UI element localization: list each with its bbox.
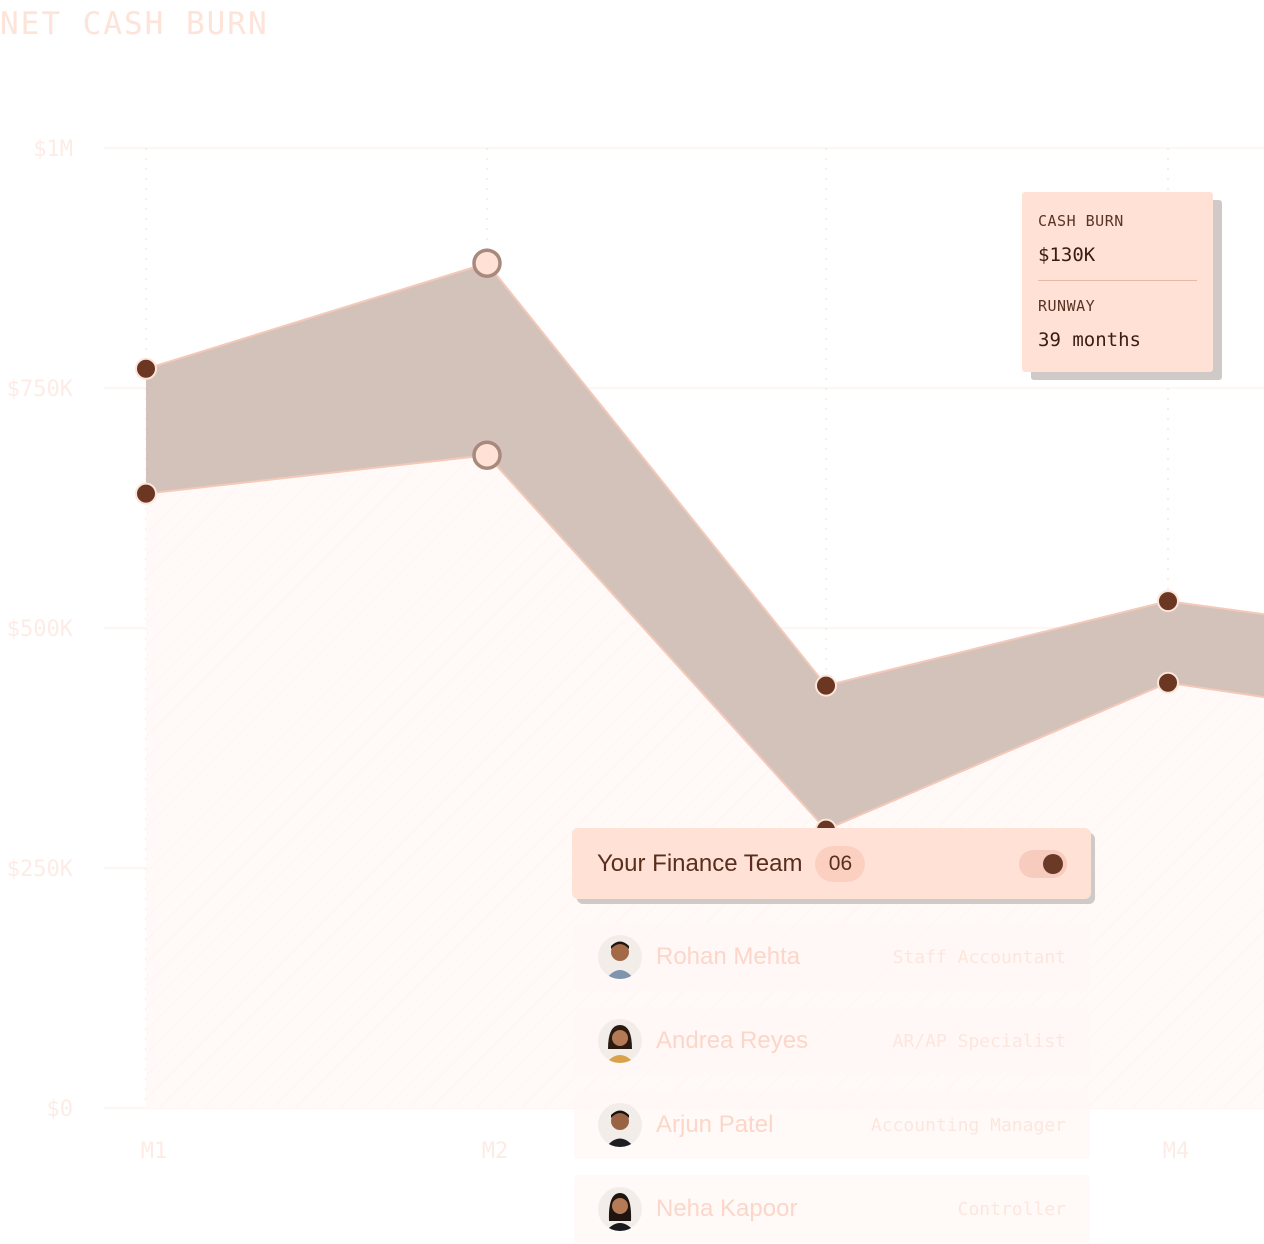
lower-data-point[interactable] — [135, 482, 157, 505]
y-tick-label: $1M — [33, 137, 73, 162]
finance-team-header: Your Finance Team 06 — [572, 828, 1091, 899]
team-member-row[interactable]: Rohan Mehta Staff Accountant — [574, 923, 1090, 991]
runway-value: 39 months — [1038, 329, 1141, 351]
y-tick-label: $750K — [7, 377, 74, 402]
toggle-knob — [1043, 854, 1063, 874]
y-tick-label: $0 — [47, 1097, 74, 1122]
tooltip-divider — [1038, 280, 1197, 281]
avatar — [598, 1019, 642, 1063]
lower-data-point[interactable] — [1157, 671, 1179, 694]
upper-data-point[interactable] — [472, 248, 502, 278]
avatar — [598, 935, 642, 979]
runway-label: RUNWAY — [1038, 297, 1096, 315]
lower-data-point[interactable] — [472, 440, 502, 470]
member-name: Arjun Patel — [656, 1111, 774, 1138]
member-name: Rohan Mehta — [656, 943, 801, 970]
y-tick-label: $500K — [7, 617, 74, 642]
x-tick-label: M4 — [1163, 1139, 1190, 1164]
cash-burn-tooltip: CASH BURN $130K RUNWAY 39 months — [1022, 192, 1213, 372]
member-role: Staff Accountant — [892, 946, 1066, 968]
upper-data-point[interactable] — [135, 357, 157, 380]
finance-team-title: Your Finance Team — [597, 849, 803, 877]
upper-data-point[interactable] — [1157, 590, 1179, 613]
avatar — [598, 1103, 642, 1147]
y-tick-label: $250K — [7, 857, 74, 882]
cash-burn-band — [146, 263, 1264, 830]
team-member-row[interactable]: Arjun Patel Accounting Manager — [574, 1091, 1090, 1159]
member-name: Neha Kapoor — [656, 1195, 798, 1222]
cash-burn-label: CASH BURN — [1038, 212, 1124, 230]
member-role: AR/AP Specialist — [892, 1030, 1066, 1052]
cash-burn-value: $130K — [1038, 244, 1096, 266]
team-toggle[interactable] — [1019, 850, 1067, 878]
x-tick-label: M2 — [482, 1139, 509, 1164]
member-name: Andrea Reyes — [656, 1027, 809, 1054]
chart-title: NET CASH BURN — [0, 6, 269, 42]
team-count-badge: 06 — [815, 845, 866, 882]
team-member-row[interactable]: Andrea Reyes AR/AP Specialist — [574, 1007, 1090, 1075]
upper-data-point[interactable] — [815, 674, 837, 697]
member-role: Accounting Manager — [870, 1114, 1066, 1136]
x-tick-label: M1 — [141, 1139, 168, 1164]
avatar — [598, 1187, 642, 1231]
member-role: Controller — [957, 1198, 1066, 1220]
team-member-row[interactable]: Neha Kapoor Controller — [574, 1175, 1090, 1243]
